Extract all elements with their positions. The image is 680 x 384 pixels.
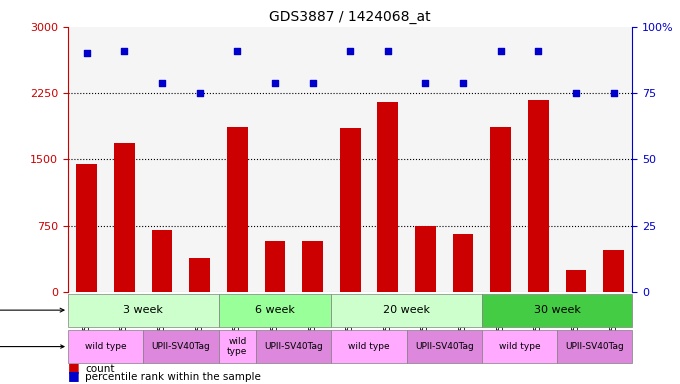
Point	[269, 79, 280, 86]
Text: genotype/variation: genotype/variation	[0, 342, 64, 351]
Point	[307, 79, 318, 86]
Text: wild type: wild type	[348, 342, 390, 351]
Bar	[227, 127, 248, 292]
Bar	[490, 127, 511, 292]
Title: GDS3887 / 1424068_at: GDS3887 / 1424068_at	[269, 10, 431, 25]
Point	[194, 90, 205, 96]
Text: 6 week: 6 week	[255, 305, 295, 315]
FancyBboxPatch shape	[218, 294, 331, 326]
FancyBboxPatch shape	[68, 294, 218, 326]
Text: 20 week: 20 week	[383, 305, 430, 315]
Bar	[68, 27, 105, 292]
Bar	[114, 144, 135, 292]
Bar	[520, 27, 557, 292]
FancyBboxPatch shape	[68, 330, 143, 363]
Bar	[528, 100, 549, 292]
Bar	[415, 226, 436, 292]
Bar	[482, 27, 520, 292]
Bar	[294, 27, 331, 292]
Bar	[557, 27, 595, 292]
Text: UPII-SV40Tag: UPII-SV40Tag	[565, 342, 624, 351]
Point	[420, 79, 431, 86]
Bar	[218, 27, 256, 292]
Bar	[152, 230, 173, 292]
Point	[571, 90, 581, 96]
Text: ■: ■	[68, 369, 80, 382]
Bar	[331, 27, 369, 292]
Point	[495, 48, 506, 54]
Point	[533, 48, 544, 54]
Text: UPII-SV40Tag: UPII-SV40Tag	[265, 342, 323, 351]
Text: wild type: wild type	[85, 342, 126, 351]
Bar	[453, 235, 473, 292]
Point	[82, 50, 92, 56]
Text: count: count	[85, 364, 114, 374]
Point	[608, 90, 619, 96]
Bar	[369, 27, 407, 292]
Point	[119, 48, 130, 54]
Text: UPII-SV40Tag: UPII-SV40Tag	[415, 342, 474, 351]
Bar	[603, 250, 624, 292]
FancyBboxPatch shape	[331, 330, 407, 363]
Bar	[407, 27, 444, 292]
Bar	[595, 27, 632, 292]
Text: ■: ■	[68, 361, 80, 374]
Point	[156, 79, 167, 86]
FancyBboxPatch shape	[143, 330, 218, 363]
Text: wild type: wild type	[498, 342, 541, 351]
Point	[232, 48, 243, 54]
FancyBboxPatch shape	[407, 330, 482, 363]
Point	[345, 48, 356, 54]
Bar	[181, 27, 218, 292]
FancyBboxPatch shape	[482, 294, 632, 326]
Bar	[143, 27, 181, 292]
Bar	[105, 27, 143, 292]
FancyBboxPatch shape	[256, 330, 331, 363]
Text: percentile rank within the sample: percentile rank within the sample	[85, 372, 261, 382]
Text: 3 week: 3 week	[123, 305, 163, 315]
Text: wild
type: wild type	[227, 337, 248, 356]
FancyBboxPatch shape	[482, 330, 557, 363]
Bar	[76, 164, 97, 292]
FancyBboxPatch shape	[331, 294, 482, 326]
Text: age: age	[0, 305, 64, 315]
FancyBboxPatch shape	[557, 330, 632, 363]
Bar	[302, 241, 323, 292]
Bar	[566, 270, 586, 292]
Bar	[265, 241, 286, 292]
Bar	[444, 27, 482, 292]
Bar	[340, 127, 360, 292]
Bar	[189, 258, 210, 292]
Text: 30 week: 30 week	[534, 305, 581, 315]
Point	[458, 79, 469, 86]
Text: UPII-SV40Tag: UPII-SV40Tag	[152, 342, 210, 351]
FancyBboxPatch shape	[218, 330, 256, 363]
Bar	[377, 102, 398, 292]
Bar	[256, 27, 294, 292]
Point	[382, 48, 393, 54]
